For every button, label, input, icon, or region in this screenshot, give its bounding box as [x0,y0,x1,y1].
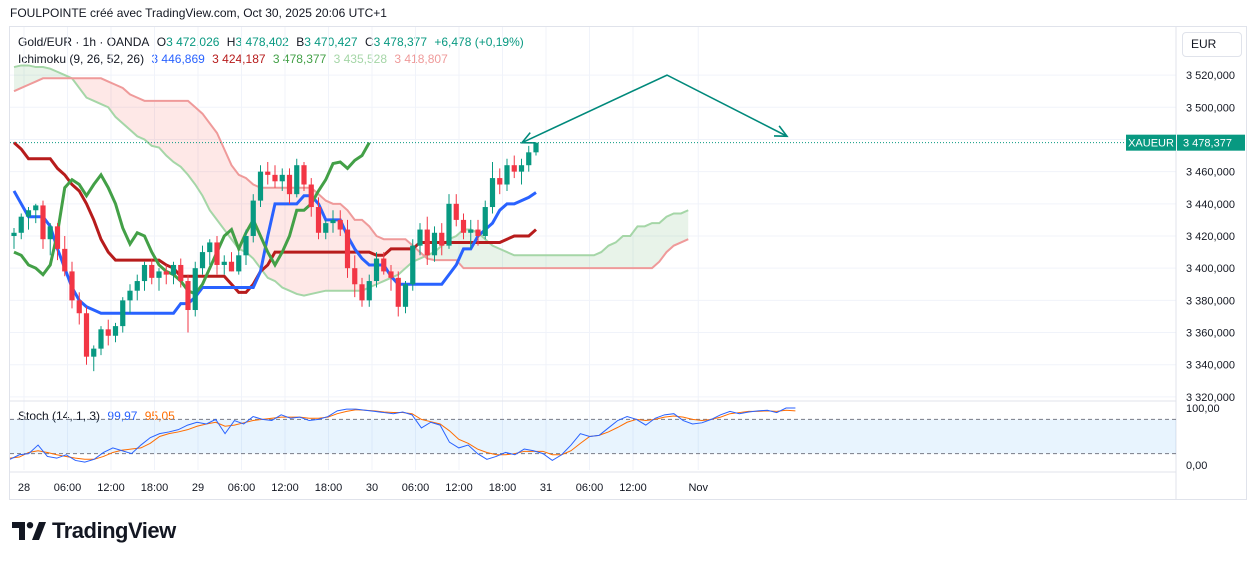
span-b-value: 3 418,807 [394,52,448,66]
symbol-label[interactable]: Gold/EUR · 1h · OANDA [18,35,150,49]
low-value: 3 470,427 [304,35,358,49]
stoch-name: Stoch (14, 1, 3) [18,409,101,423]
tenkan-value: 3 446,869 [151,52,205,66]
change-value: +6,478 (+0,19%) [434,35,524,49]
ichimoku-name: Ichimoku (9, 26, 52, 26) [18,52,145,66]
ichimoku-legend[interactable]: Ichimoku (9, 26, 52, 26) 3 446,869 3 424… [18,52,452,66]
tradingview-logo-icon [12,522,46,540]
chart-frame [9,26,1247,500]
open-value: 3 472,026 [166,35,220,49]
currency-button[interactable]: EUR [1182,32,1242,57]
stoch-d-value: 95,05 [144,409,175,423]
kijun-value: 3 424,187 [212,52,266,66]
stoch-k-value: 99,97 [107,409,138,423]
chikou-value: 3 478,377 [272,52,327,66]
main-legend: Gold/EUR · 1h · OANDA O3 472,026 H3 478,… [18,35,528,49]
chart-header: FOULPOINTE créé avec TradingView.com, Oc… [10,6,387,20]
stoch-legend[interactable]: Stoch (14, 1, 3) 99,97 95,05 [18,409,179,423]
low-label: B [296,35,305,49]
span-a-value: 3 435,528 [333,52,388,66]
close-value: 3 478,377 [373,35,428,49]
close-label: C [364,35,374,49]
brand-name: TradingView [52,518,176,543]
high-value: 3 478,402 [235,35,289,49]
tradingview-footer: TradingView [12,518,176,544]
high-label: H [226,35,236,49]
open-label: O [156,35,167,49]
